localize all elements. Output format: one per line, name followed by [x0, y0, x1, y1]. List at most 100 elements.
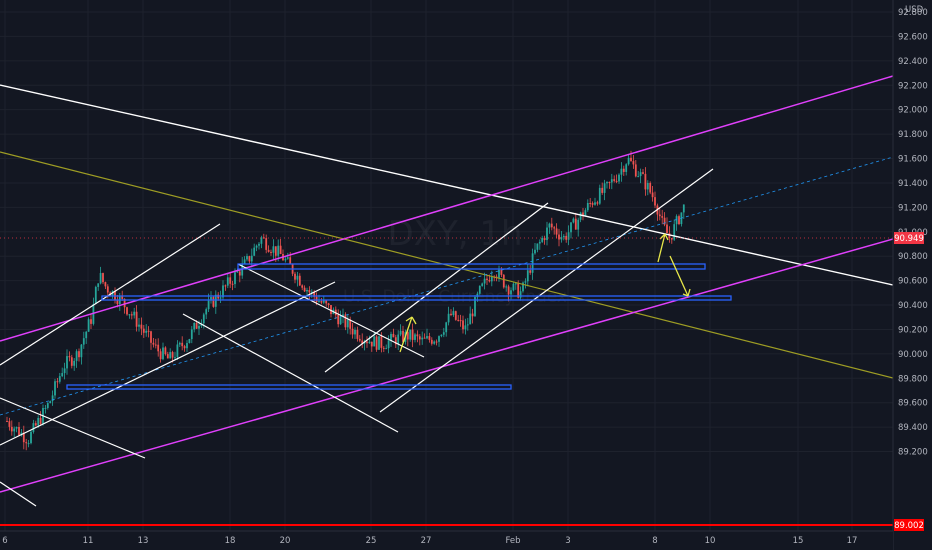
candle-body — [238, 271, 241, 276]
candle-body — [627, 157, 630, 165]
candle-body — [579, 212, 582, 220]
candle-body — [85, 331, 88, 339]
price-tick-label: 91.400 — [898, 179, 928, 189]
candle-body — [22, 432, 25, 443]
candle-body — [618, 174, 620, 182]
candle-body — [147, 330, 150, 332]
drawings[interactable] — [0, 75, 894, 526]
candle-body — [589, 202, 592, 204]
candle-body — [481, 283, 484, 286]
candle-body — [154, 344, 157, 346]
candle-body — [440, 334, 443, 337]
candle-body — [169, 352, 172, 359]
candle-body — [610, 179, 613, 183]
candle-body — [243, 259, 246, 264]
candle-body — [318, 301, 320, 303]
candle-body — [548, 223, 551, 228]
candle-body — [613, 179, 616, 181]
candle-body — [452, 311, 455, 316]
candle-body — [46, 403, 49, 408]
candle-body — [342, 314, 344, 317]
candle-body — [445, 322, 448, 333]
price-tick-label: 90.400 — [898, 301, 928, 311]
candle-body — [152, 342, 155, 345]
candle-body — [207, 300, 210, 310]
candle-body — [464, 325, 467, 330]
candle-body — [663, 217, 666, 225]
candle-body — [375, 336, 378, 350]
price-tick-label: 91.200 — [898, 203, 928, 213]
candle-body — [430, 339, 433, 344]
candle-body — [502, 274, 505, 288]
time-tick-label: 25 — [366, 536, 377, 546]
candle-body — [138, 324, 140, 327]
candle-body — [459, 320, 462, 322]
price-tick-label: 90.600 — [898, 277, 928, 287]
candle-body — [421, 337, 424, 340]
candle-body — [586, 202, 589, 211]
candle-body — [466, 324, 469, 326]
candle-body — [162, 347, 164, 360]
candle-body — [25, 442, 28, 444]
candle-body — [510, 290, 512, 295]
time-tick-label: Feb — [505, 536, 520, 546]
projection-arrow — [687, 288, 691, 297]
channel-midline — [0, 156, 894, 416]
candle-body — [195, 322, 198, 329]
candle-body — [666, 224, 668, 234]
candle-body — [82, 338, 85, 345]
candle-body — [591, 203, 594, 205]
price-tick-label: 92.600 — [898, 32, 928, 42]
candle-body — [478, 285, 481, 294]
candle-body — [181, 342, 184, 347]
candle-body — [54, 381, 56, 396]
candle-body — [351, 328, 354, 335]
candle-body — [32, 423, 35, 432]
candle-body — [670, 237, 673, 240]
candle-body — [224, 285, 227, 287]
candle-body — [543, 237, 546, 241]
candle-body — [675, 216, 678, 225]
candle-body — [186, 343, 188, 349]
candle-body — [366, 341, 368, 344]
candle-body — [87, 319, 90, 332]
candle-body — [387, 340, 390, 349]
projection-arrow — [405, 316, 413, 322]
candle-body — [99, 273, 102, 284]
candle-body — [51, 395, 54, 402]
candle-body — [61, 373, 64, 377]
candle-body — [178, 342, 181, 345]
candle-body — [642, 172, 644, 174]
candle-body — [601, 187, 604, 193]
candle-body — [301, 285, 304, 288]
candle-body — [577, 219, 580, 230]
candle-body — [260, 237, 263, 244]
candle-body — [171, 352, 174, 358]
candle-body — [646, 183, 649, 190]
candle-body — [505, 286, 508, 288]
candle-body — [272, 246, 275, 253]
candle-body — [457, 319, 460, 321]
candle-body — [368, 341, 371, 344]
candle-body — [594, 202, 596, 205]
candle-body — [634, 164, 637, 177]
candle-body — [128, 314, 131, 316]
candle-body — [658, 214, 661, 217]
channel-lower-line — [0, 238, 894, 493]
candle-body — [106, 286, 109, 293]
candle-body — [433, 341, 436, 344]
last-price-tag: 90.949 — [894, 232, 924, 245]
candle-body — [265, 238, 268, 250]
candle-body — [673, 224, 676, 240]
candle-body — [222, 285, 224, 298]
candle-body — [606, 181, 608, 184]
candle-body — [188, 339, 191, 344]
candle-body — [450, 313, 452, 316]
support-price-tag-bg — [894, 519, 924, 531]
candle-body — [339, 316, 342, 325]
candle-body — [570, 222, 572, 233]
candle-body — [454, 311, 457, 320]
candle-body — [649, 183, 652, 193]
price-tick-label: 89.800 — [898, 374, 928, 384]
